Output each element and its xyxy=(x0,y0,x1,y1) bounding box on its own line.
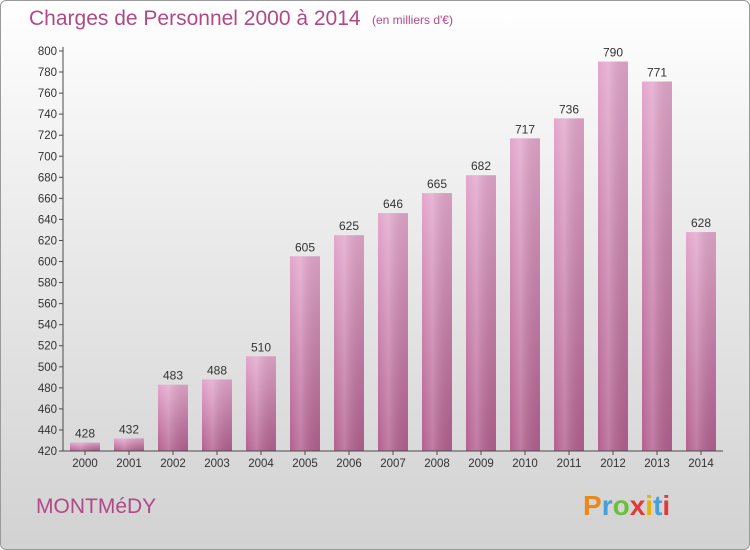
y-tick-label-440: 440 xyxy=(38,425,57,437)
brand-letter: o xyxy=(612,490,630,521)
value-label-2010: 717 xyxy=(515,122,535,136)
proxiti-logo[interactable]: Proxiti xyxy=(583,490,670,522)
bar-sheen-2004 xyxy=(246,356,276,451)
y-tick-label-700: 700 xyxy=(38,151,57,163)
y-tick-label-740: 740 xyxy=(38,109,57,121)
y-tick-label-420: 420 xyxy=(38,446,57,458)
y-tick-label-560: 560 xyxy=(38,299,57,311)
y-tick-label-540: 540 xyxy=(38,320,57,332)
brand-letter: x xyxy=(629,490,646,521)
bar-sheen-2009 xyxy=(466,175,496,452)
value-label-2013: 771 xyxy=(647,66,667,80)
x-tick-label-2007: 2007 xyxy=(380,458,406,470)
x-tick-label-2008: 2008 xyxy=(424,458,450,470)
x-tick-label-2002: 2002 xyxy=(160,458,186,470)
value-label-2012: 790 xyxy=(603,46,623,60)
value-label-2005: 605 xyxy=(295,240,315,254)
value-label-2003: 488 xyxy=(207,363,227,377)
brand-letter: P xyxy=(583,490,602,521)
y-tick-label-680: 680 xyxy=(38,172,57,184)
y-tick-label-620: 620 xyxy=(38,235,57,247)
brand-letter: i xyxy=(645,490,654,521)
value-label-2007: 646 xyxy=(383,197,403,211)
value-label-2000: 428 xyxy=(75,427,95,441)
bar-sheen-2012 xyxy=(598,61,628,452)
x-tick-label-2011: 2011 xyxy=(557,458,582,470)
x-tick-label-2001: 2001 xyxy=(116,458,142,470)
y-tick-label-600: 600 xyxy=(38,257,57,269)
x-tick-label-2014: 2014 xyxy=(688,458,714,470)
x-tick-label-2010: 2010 xyxy=(512,458,538,470)
axes-group: 2000 2001 2002 2003 2004 2005 2006 2007 2008 2009… xyxy=(38,46,723,470)
x-tick-label-2000: 2000 xyxy=(72,458,98,470)
bar-sheen-2011 xyxy=(554,118,584,452)
bar-sheen-2003 xyxy=(202,379,232,451)
bar-sheen-2007 xyxy=(378,213,408,451)
bar-sheen-2000 xyxy=(70,442,100,451)
value-label-2014: 628 xyxy=(691,216,711,230)
y-tick-label-500: 500 xyxy=(38,362,57,374)
commune-name: MONTMéDY xyxy=(36,495,157,518)
x-tick-label-2006: 2006 xyxy=(336,458,362,470)
y-tick-label-640: 640 xyxy=(38,214,57,226)
bars-group: 428 432 483 488 510 605 625 646 665 682 717 736 790 7… xyxy=(70,46,716,452)
y-tick-label-800: 800 xyxy=(38,46,57,58)
value-label-2001: 432 xyxy=(119,422,139,436)
bar-sheen-2001 xyxy=(114,438,144,451)
x-tick-label-2005: 2005 xyxy=(292,458,318,470)
value-label-2004: 510 xyxy=(251,340,271,354)
value-label-2008: 665 xyxy=(427,177,447,191)
brand-letter: i xyxy=(662,490,671,521)
y-tick-label-780: 780 xyxy=(38,67,57,79)
bar-sheen-2002 xyxy=(158,384,188,451)
y-tick-label-720: 720 xyxy=(38,130,57,142)
chart-unit-label: (en milliers d'€) xyxy=(372,13,453,27)
x-tick-label-2012: 2012 xyxy=(600,458,626,470)
brand-letter: t xyxy=(653,490,663,521)
value-label-2002: 483 xyxy=(163,369,183,383)
bar-sheen-2010 xyxy=(510,138,540,452)
y-tick-label-520: 520 xyxy=(38,341,57,353)
bar-sheen-2005 xyxy=(290,256,320,451)
x-tick-label-2013: 2013 xyxy=(644,458,670,470)
y-tick-label-660: 660 xyxy=(38,193,57,205)
y-tick-label-760: 760 xyxy=(38,88,57,100)
bar-sheen-2014 xyxy=(686,232,716,451)
x-tick-label-2003: 2003 xyxy=(204,458,230,470)
brand-letter: r xyxy=(601,490,613,521)
bar-sheen-2006 xyxy=(334,235,364,451)
x-tick-label-2004: 2004 xyxy=(248,458,274,470)
y-tick-label-580: 580 xyxy=(38,278,57,290)
y-tick-label-460: 460 xyxy=(38,404,57,416)
value-label-2009: 682 xyxy=(471,159,491,173)
bar-sheen-2013 xyxy=(642,81,672,452)
y-tick-label-480: 480 xyxy=(38,383,57,395)
bar-sheen-2008 xyxy=(422,193,452,451)
chart-title: Charges de Personnel 2000 à 2014 xyxy=(29,7,361,30)
value-label-2006: 625 xyxy=(339,219,359,233)
x-tick-label-2009: 2009 xyxy=(468,458,494,470)
value-label-2011: 736 xyxy=(559,102,579,116)
